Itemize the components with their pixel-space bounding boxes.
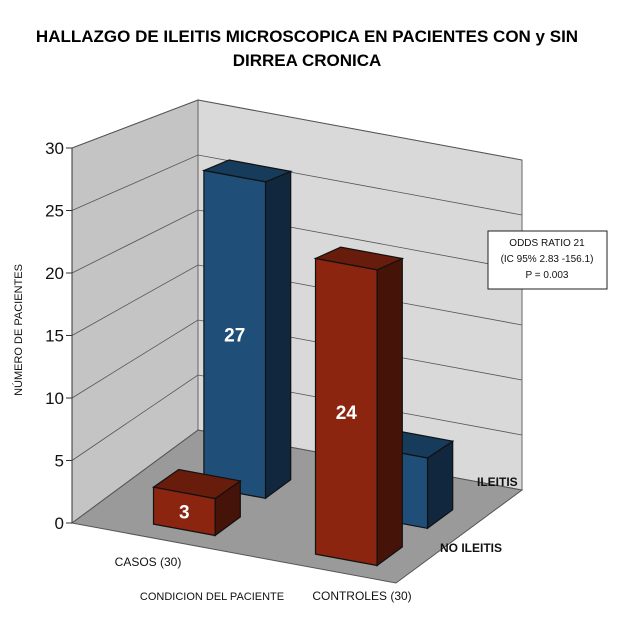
y-tick-label-0: 0 <box>55 514 64 533</box>
bar-no-ileitis-1-front <box>314 257 378 567</box>
bar-no-ileitis-0: 3 <box>151 468 242 537</box>
series-label-no-ileitis: NO ILEITIS <box>440 541 502 555</box>
category-label-casos: CASOS (30) <box>115 555 182 569</box>
plot-walls <box>70 99 524 584</box>
gridline-5 <box>71 374 523 461</box>
bar-ileitis-0-value-label: 27 <box>224 325 245 346</box>
y-tick-label-10: 10 <box>45 389 64 408</box>
bar-ileitis-0-front <box>203 169 267 500</box>
y-tick-label-5: 5 <box>55 452 64 471</box>
gridline-20 <box>71 209 523 274</box>
bars: 276324 <box>151 159 455 567</box>
y-tick-label-20: 20 <box>45 264 64 283</box>
bar-ileitis-0-side <box>264 170 292 500</box>
category-label-controles: CONTROLES (30) <box>312 589 411 603</box>
gridline-10 <box>71 319 523 399</box>
bar-no-ileitis-0-value-label: 3 <box>179 502 190 523</box>
bar-no-ileitis-1: 24 <box>313 246 405 567</box>
odds-ratio-box: ODDS RATIO 21 (IC 95% 2.83 -156.1) P = 0… <box>487 230 608 290</box>
gridline-25 <box>71 154 523 216</box>
bar-no-ileitis-1-side <box>376 257 403 567</box>
y-axis-title: NÚMERO DE PACIENTES <box>12 264 25 396</box>
odds-ratio-line-3: P = 0.003 <box>526 270 569 281</box>
series-label-ileitis: ILEITIS <box>477 475 518 489</box>
bar-no-ileitis-1-value-label: 24 <box>336 403 358 424</box>
bar-no-ileitis-0-front <box>152 486 216 537</box>
y-tick-labels: 0 5 10 15 20 25 30 <box>45 139 64 533</box>
y-tick-label-15: 15 <box>45 327 64 346</box>
gridline-15 <box>71 264 523 336</box>
gridlines <box>66 99 523 524</box>
chart-title-line-1: HALLAZGO DE ILEITIS MICROSCOPICA EN PACI… <box>36 27 578 46</box>
odds-ratio-line-1: ODDS RATIO 21 <box>509 238 585 249</box>
y-tick-label-25: 25 <box>45 202 64 221</box>
bar-ileitis-0: 27 <box>201 159 293 500</box>
chart-title-line-2: DIRREA CRONICA <box>233 51 382 70</box>
x-axis-title: CONDICION DEL PACIENTE <box>140 591 284 603</box>
y-tick-label-30: 30 <box>45 139 64 158</box>
gridline-30 <box>71 99 523 161</box>
odds-ratio-line-2: (IC 95% 2.83 -156.1) <box>501 254 594 265</box>
